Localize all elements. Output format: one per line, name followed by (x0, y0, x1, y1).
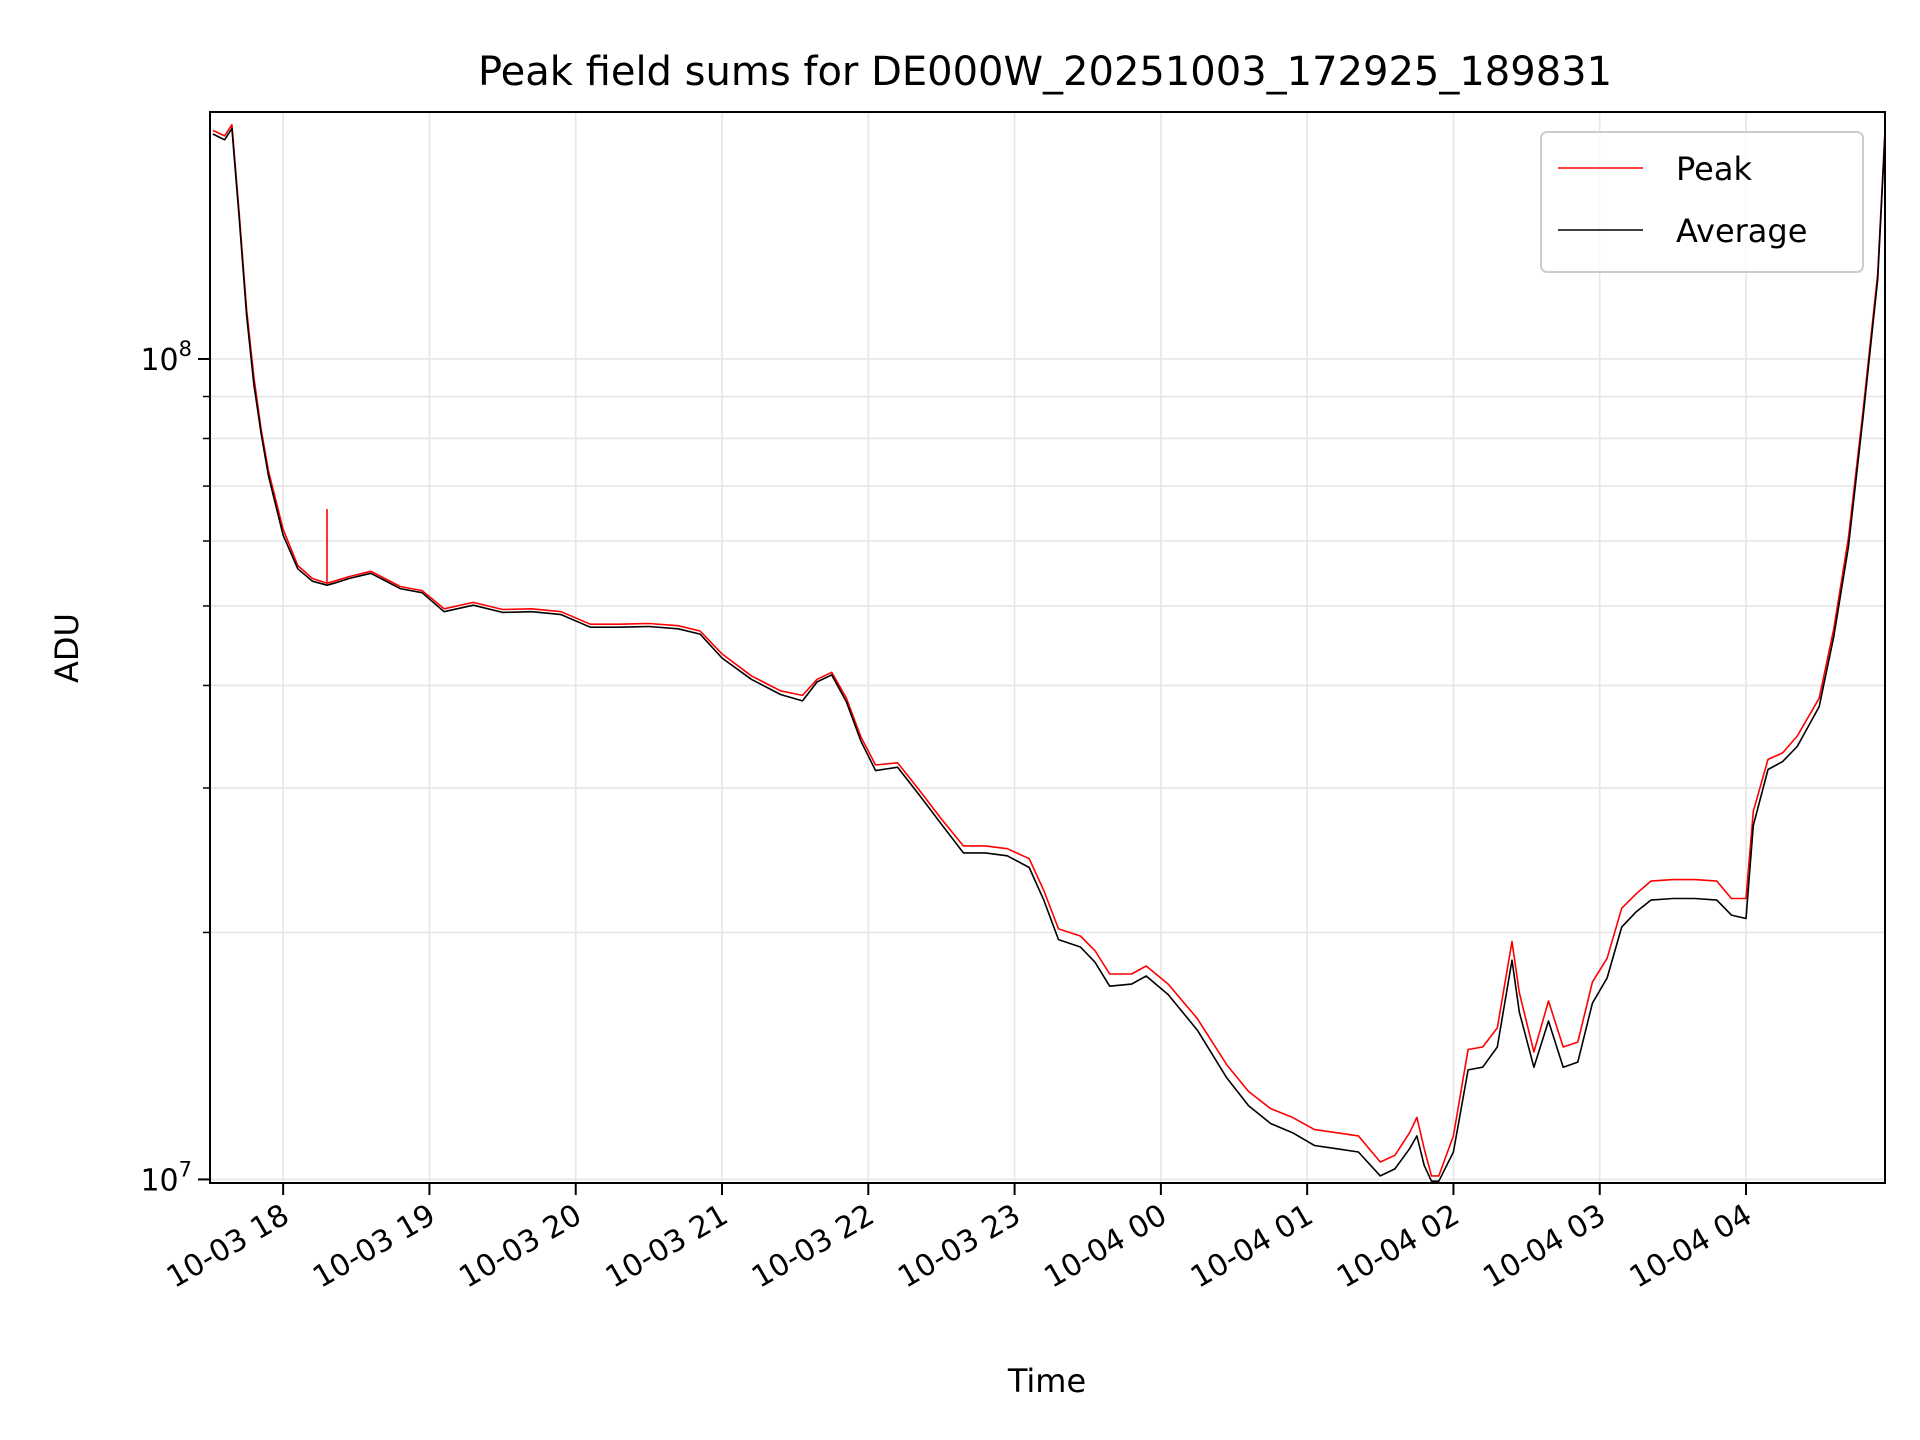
legend: Peak Average (1540, 131, 1864, 273)
y-tick-exponent: 8 (179, 337, 192, 361)
y-tick-base: 10 (140, 343, 178, 378)
y-tick-base: 10 (140, 1163, 178, 1198)
legend-peak-label: Peak (1676, 150, 1752, 188)
x-axis-label: Time (1007, 1362, 1086, 1400)
chart-title: Peak field sums for DE000W_20251003_1729… (478, 49, 1612, 95)
plot-lines (212, 123, 1886, 1182)
y-tick-label: 108 (140, 337, 192, 378)
axes-frame (209, 111, 1886, 1184)
grid (210, 112, 1885, 1183)
y-tick-label: 107 (140, 1157, 192, 1198)
legend-average-label: Average (1676, 212, 1807, 250)
y-axis-label: ADU (48, 613, 86, 683)
legend-box (1540, 131, 1864, 273)
y-tick-exponent: 7 (179, 1157, 192, 1181)
series-line-average (212, 127, 1886, 1182)
series-line-peak (212, 123, 1886, 1177)
